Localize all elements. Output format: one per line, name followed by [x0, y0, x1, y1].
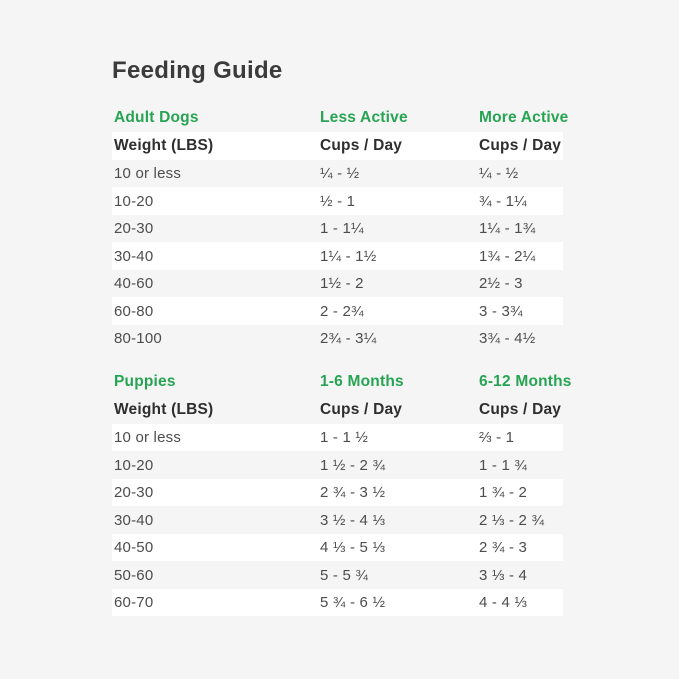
months-6-12-value: 4 - 4 ⅓ [479, 594, 528, 612]
months-1-6-value: 5 ¾ - 6 ½ [320, 594, 386, 612]
months-1-6-label: 1-6 Months [320, 373, 404, 391]
weight-cell: 30-40 [114, 511, 154, 529]
months-6-12-value: ⅔ - 1 [479, 429, 515, 447]
less-active-label: Less Active [320, 109, 408, 127]
months-6-12-value: 1 ¾ - 2 [479, 484, 528, 502]
weight-cell: 80-100 [114, 330, 162, 348]
table-row: 40-60 1½ - 2 2½ - 3 [112, 270, 563, 298]
less-active-value: ¼ - ½ [320, 165, 360, 183]
table-row: 60-80 2 - 2¾ 3 - 3¾ [112, 297, 563, 325]
adult-dogs-table-body: Weight (LBS) Cups / Day Cups / Day 10 or… [112, 132, 563, 352]
more-active-value: 3 - 3¾ [479, 302, 523, 320]
adult-dogs-label: Adult Dogs [114, 109, 199, 127]
table-row: 20-30 2 ¾ - 3 ½ 1 ¾ - 2 [112, 478, 563, 507]
puppies-label: Puppies [114, 373, 176, 391]
adult-dogs-table: Adult Dogs Less Active More Active Weigh… [112, 107, 569, 352]
table-row: 10 or less ¼ - ½ ¼ - ½ [112, 160, 563, 188]
table-row: 80-100 2¾ - 3¼ 3¾ - 4½ [112, 325, 563, 353]
table-row: 20-30 1 - 1¼ 1¼ - 1¾ [112, 215, 563, 243]
more-active-value: 2½ - 3 [479, 275, 523, 293]
feeding-guide-page: Feeding Guide Adult Dogs Less Active Mor… [112, 57, 572, 617]
months-1-6-value: 1 ½ - 2 ¾ [320, 456, 386, 474]
weight-cell: 20-30 [114, 484, 154, 502]
weight-cell: 20-30 [114, 220, 154, 238]
less-active-value: 1¼ - 1½ [320, 247, 377, 265]
weight-column-header: Weight (LBS) [114, 137, 214, 155]
puppy-column-header-row: Weight (LBS) Cups / Day Cups / Day [112, 396, 563, 424]
table-row: 60-70 5 ¾ - 6 ½ 4 - 4 ⅓ [112, 588, 563, 617]
weight-cell: 10-20 [114, 192, 154, 210]
less-active-cups-header: Cups / Day [320, 137, 403, 155]
months-6-12-cups-header: Cups / Day [479, 401, 562, 419]
less-active-value: 1 - 1¼ [320, 220, 364, 238]
page-title: Feeding Guide [112, 57, 283, 84]
months-1-6-value: 4 ⅓ - 5 ⅓ [320, 539, 386, 557]
table-row: 30-40 3 ½ - 4 ⅓ 2 ⅓ - 2 ¾ [112, 506, 563, 534]
less-active-value: 1½ - 2 [320, 275, 364, 293]
months-6-12-label: 6-12 Months [479, 373, 572, 391]
more-active-value: ¾ - 1¼ [479, 192, 527, 210]
weight-cell: 60-80 [114, 302, 154, 320]
months-1-6-value: 1 - 1 ½ [320, 429, 369, 447]
weight-cell: 10 or less [114, 165, 182, 183]
less-active-value: 2 - 2¾ [320, 302, 364, 320]
table-row: 10-20 1 ½ - 2 ¾ 1 - 1 ¾ [112, 451, 563, 479]
weight-cell: 40-50 [114, 539, 154, 557]
adult-dogs-section-header: Adult Dogs Less Active More Active [112, 107, 569, 129]
more-active-value: ¼ - ½ [479, 165, 519, 183]
months-6-12-value: 3 ⅓ - 4 [479, 566, 528, 584]
weight-cell: 10-20 [114, 456, 154, 474]
more-active-value: 1¼ - 1¾ [479, 220, 536, 238]
months-1-6-value: 3 ½ - 4 ⅓ [320, 511, 386, 529]
more-active-value: 3¾ - 4½ [479, 330, 536, 348]
months-1-6-cups-header: Cups / Day [320, 401, 403, 419]
more-active-label: More Active [479, 109, 569, 127]
months-6-12-value: 1 - 1 ¾ [479, 456, 528, 474]
weight-cell: 40-60 [114, 275, 154, 293]
weight-cell: 30-40 [114, 247, 154, 265]
adult-column-header-row: Weight (LBS) Cups / Day Cups / Day [112, 132, 563, 160]
more-active-value: 1¾ - 2¼ [479, 247, 536, 265]
weight-cell: 10 or less [114, 429, 182, 447]
table-row: 10-20 ½ - 1 ¾ - 1¼ [112, 187, 563, 215]
less-active-value: 2¾ - 3¼ [320, 330, 377, 348]
weight-column-header: Weight (LBS) [114, 401, 214, 419]
more-active-cups-header: Cups / Day [479, 137, 562, 155]
less-active-value: ½ - 1 [320, 192, 356, 210]
puppies-section-header: Puppies 1-6 Months 6-12 Months [112, 371, 572, 393]
table-row: 40-50 4 ⅓ - 5 ⅓ 2 ¾ - 3 [112, 533, 563, 562]
table-row: 50-60 5 - 5 ¾ 3 ⅓ - 4 [112, 561, 563, 589]
puppies-table: Puppies 1-6 Months 6-12 Months Weight (L… [112, 371, 572, 617]
puppies-table-body: Weight (LBS) Cups / Day Cups / Day 10 or… [112, 396, 563, 617]
months-6-12-value: 2 ¾ - 3 [479, 539, 528, 557]
weight-cell: 50-60 [114, 566, 154, 584]
table-row: 10 or less 1 - 1 ½ ⅔ - 1 [112, 423, 563, 452]
months-1-6-value: 5 - 5 ¾ [320, 566, 369, 584]
table-row: 30-40 1¼ - 1½ 1¾ - 2¼ [112, 242, 563, 270]
weight-cell: 60-70 [114, 594, 154, 612]
months-1-6-value: 2 ¾ - 3 ½ [320, 484, 386, 502]
months-6-12-value: 2 ⅓ - 2 ¾ [479, 511, 545, 529]
